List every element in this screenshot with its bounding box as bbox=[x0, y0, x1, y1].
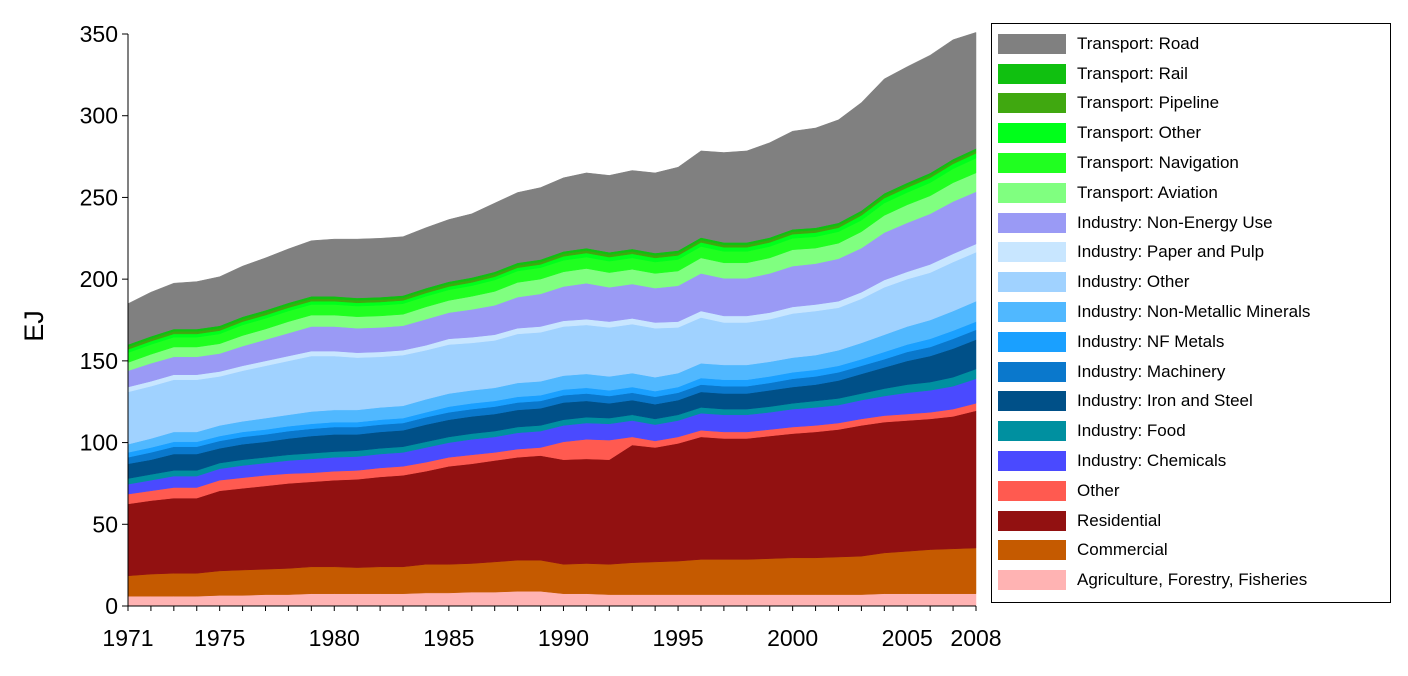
legend-label: Industry: Other bbox=[1077, 272, 1190, 292]
legend-swatch bbox=[998, 540, 1066, 561]
y-tick-label: 200 bbox=[80, 266, 118, 292]
legend-label: Industry: Machinery bbox=[1077, 361, 1226, 381]
legend-label: Industry: Chemicals bbox=[1077, 451, 1227, 471]
legend-label: Industry: Non-Energy Use bbox=[1077, 212, 1273, 232]
legend-item: Industry: Other bbox=[998, 267, 1390, 297]
legend-item: Industry: Non-Metallic Minerals bbox=[998, 297, 1390, 327]
legend-item: Transport: Aviation bbox=[998, 178, 1390, 208]
legend-label: Industry: NF Metals bbox=[1077, 331, 1225, 351]
legend-swatch bbox=[998, 302, 1066, 323]
legend-label: Industry: Paper and Pulp bbox=[1077, 242, 1265, 262]
legend-swatch bbox=[998, 391, 1066, 412]
legend-item: Industry: Machinery bbox=[998, 357, 1390, 387]
legend-label: Industry: Food bbox=[1077, 421, 1186, 441]
legend-item: Transport: Navigation bbox=[998, 148, 1390, 178]
legend-item: Other bbox=[998, 476, 1390, 506]
y-tick-label: 50 bbox=[92, 511, 118, 537]
legend-swatch bbox=[998, 451, 1066, 472]
legend-item: Transport: Rail bbox=[998, 59, 1390, 89]
x-tick-label: 1980 bbox=[309, 625, 360, 651]
legend-swatch bbox=[998, 123, 1066, 144]
y-tick-label: 150 bbox=[80, 348, 118, 374]
chart-axes bbox=[127, 34, 976, 607]
y-ticks: 0 50 100 150 200 250 300 350 bbox=[80, 21, 128, 619]
legend-item: Industry: Food bbox=[998, 416, 1390, 446]
x-tick-label: 1985 bbox=[423, 625, 474, 651]
legend-item: Residential bbox=[998, 506, 1390, 536]
legend-swatch bbox=[998, 570, 1066, 591]
y-tick-label: 350 bbox=[80, 21, 118, 47]
legend-swatch bbox=[998, 182, 1066, 203]
legend-swatch bbox=[998, 480, 1066, 501]
legend-label: Agriculture, Forestry, Fisheries bbox=[1077, 570, 1308, 590]
legend-label: Industry: Non-Metallic Minerals bbox=[1077, 302, 1311, 322]
y-tick-label: 0 bbox=[105, 593, 118, 619]
x-tick-label: 1990 bbox=[538, 625, 589, 651]
legend-swatch bbox=[998, 361, 1066, 382]
legend-label: Transport: Road bbox=[1077, 33, 1200, 53]
y-tick-label: 100 bbox=[80, 430, 118, 456]
x-tick-label: 2000 bbox=[767, 625, 818, 651]
legend-label: Residential bbox=[1077, 510, 1162, 530]
legend-swatch bbox=[998, 242, 1066, 263]
legend-label: Transport: Navigation bbox=[1077, 153, 1239, 173]
legend-label: Industry: Iron and Steel bbox=[1077, 391, 1253, 411]
legend-item: Industry: NF Metals bbox=[998, 327, 1390, 357]
legend-swatch bbox=[998, 153, 1066, 174]
legend-item: Transport: Other bbox=[998, 118, 1390, 148]
legend-label: Commercial bbox=[1077, 540, 1168, 560]
x-tick-label: 1975 bbox=[194, 625, 245, 651]
x-ticks: 1971 1975 1980 1985 1990 1995 2000 2005 2008 bbox=[102, 606, 1002, 651]
x-tick-label: 2008 bbox=[950, 625, 1001, 651]
legend-item: Industry: Paper and Pulp bbox=[998, 238, 1390, 268]
legend-swatch bbox=[998, 510, 1066, 531]
y-tick-label: 300 bbox=[80, 103, 118, 129]
legend-swatch bbox=[998, 421, 1066, 442]
legend-item: Industry: Iron and Steel bbox=[998, 387, 1390, 417]
legend-item: Agriculture, Forestry, Fisheries bbox=[998, 565, 1390, 595]
legend-swatch bbox=[998, 93, 1066, 114]
legend-label: Other bbox=[1077, 480, 1120, 500]
legend: Transport: Road Transport: Rail Transport:… bbox=[991, 23, 1391, 603]
legend-item: Transport: Pipeline bbox=[998, 89, 1390, 119]
legend-label: Transport: Rail bbox=[1077, 63, 1188, 83]
area-series-18 bbox=[127, 32, 977, 345]
legend-item: Transport: Road bbox=[998, 29, 1390, 59]
x-tick-label: 2005 bbox=[882, 625, 933, 651]
legend-label: Transport: Pipeline bbox=[1077, 93, 1220, 113]
chart-areas bbox=[127, 32, 977, 607]
legend-swatch bbox=[998, 272, 1066, 293]
legend-label: Transport: Other bbox=[1077, 123, 1202, 143]
x-tick-label: 1995 bbox=[652, 625, 703, 651]
legend-swatch bbox=[998, 33, 1066, 54]
legend-item: Industry: Non-Energy Use bbox=[998, 208, 1390, 238]
y-axis-label: EJ bbox=[19, 310, 49, 342]
legend-item: Industry: Chemicals bbox=[998, 446, 1390, 476]
legend-label: Transport: Aviation bbox=[1077, 182, 1218, 202]
legend-swatch bbox=[998, 331, 1066, 352]
legend-swatch bbox=[998, 212, 1066, 233]
legend-swatch bbox=[998, 63, 1066, 84]
legend-item: Commercial bbox=[998, 536, 1390, 566]
y-tick-label: 250 bbox=[80, 184, 118, 210]
x-tick-label: 1971 bbox=[102, 625, 153, 651]
